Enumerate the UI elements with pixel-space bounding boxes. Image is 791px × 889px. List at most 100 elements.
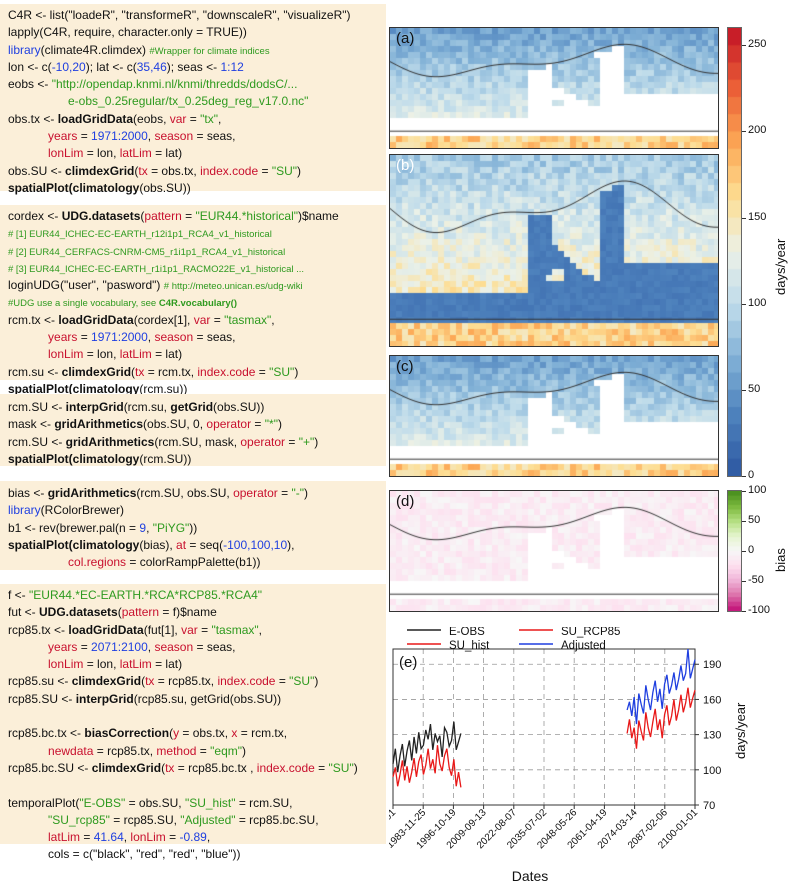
code-token: "EUR44.*EC-EARTH.*RCA*RCP85.*RCA4" — [29, 588, 263, 602]
code-token: = rcp85.bc.SU, — [235, 812, 319, 827]
code-token: #UDG use a single vocabulary, see — [8, 298, 159, 310]
code-block-a: C4R <- list("loadeR", "transformeR", "do… — [8, 7, 351, 197]
code-line: "SU_rcp85" = rcp85.SU, "Adjusted" = rcp8… — [8, 812, 358, 829]
code-token: = — [77, 129, 92, 144]
code-token: , — [206, 830, 211, 845]
code-token: var — [193, 312, 211, 327]
code-token: = rcp85.bc.tx , — [174, 760, 257, 775]
code-token: , — [217, 111, 222, 126]
y-axis-label: days/year — [733, 702, 748, 759]
code-token: # [3] EUR44_ICHEC-EC-EARTH_r1i1p1_RACMO2… — [8, 263, 305, 275]
code-line: library(climate4R.climdex) #Wrapper for … — [8, 42, 351, 59]
code-token: interpGrid — [65, 400, 124, 414]
code-token: ( — [134, 163, 139, 178]
colorbar-tick: 50 — [748, 382, 761, 395]
code-token: = rcm.SU, — [235, 795, 293, 810]
code-token: (cordex[1], — [133, 312, 194, 327]
code-token: "SU_rcp85" — [48, 812, 110, 827]
code-token: = — [275, 674, 290, 689]
code-token: = — [197, 622, 212, 637]
code-token: C4R <- list("loadeR", "transformeR", "do… — [8, 8, 351, 22]
code-token: col.regions — [68, 555, 127, 570]
code-token: ) — [294, 364, 299, 379]
code-token — [8, 830, 48, 844]
code-token: f <- — [8, 588, 30, 602]
code-token: "SU" — [328, 760, 354, 775]
code-token: = — [258, 163, 272, 178]
colorbar-tick: 100 — [748, 484, 767, 496]
code-token: operator — [233, 486, 278, 500]
code-line: spatialPlot(climatology(rcm.su)) — [8, 381, 339, 398]
code-line: cols = c("black", "red", "red", "blue")) — [8, 846, 358, 863]
code-token: "E-OBS" — [79, 795, 126, 810]
code-token: = — [255, 364, 270, 379]
colorbar-tick: 150 — [748, 210, 767, 223]
code-token: getGrid — [170, 400, 214, 414]
code-token: lonLim — [48, 347, 84, 362]
code-token: fut <- — [8, 605, 40, 620]
code-token: latLim — [119, 657, 152, 672]
code-token: (RColorBrewer) — [40, 503, 125, 518]
code-token: = colorRampPalette(b1)) — [126, 555, 261, 570]
code-token: (obs.SU)) — [213, 400, 265, 414]
code-line: rcm.SU <- interpGrid(rcm.su, getGrid(obs… — [8, 399, 318, 416]
code-token: e-obs_0.25regular/tx_0.25deg_reg_v17.0.n… — [8, 94, 309, 109]
code-line — [8, 777, 358, 794]
code-token: latLim — [119, 347, 152, 362]
code-token: (bias), — [139, 537, 177, 552]
code-token: = — [77, 639, 92, 654]
code-line: lonLim = lon, latLim = lat) — [8, 145, 351, 162]
series-line-adjusted — [626, 648, 696, 725]
code-token: lapply(C4R, require, character.only = TR… — [8, 25, 247, 40]
code-token — [8, 146, 48, 160]
code-token: library — [8, 503, 41, 518]
code-token: "tx" — [200, 111, 218, 126]
code-block-d: bias <- gridArithmetics(rcm.SU, obs.SU, … — [8, 485, 308, 571]
code-token: (rcm.SU, obs.SU, — [136, 486, 234, 500]
code-line: cordex <- UDG.datasets(pattern = "EUR44.… — [8, 208, 339, 225]
y-tick-label: 100 — [703, 765, 721, 777]
code-token: "-" — [291, 486, 304, 500]
code-token: = lon, — [83, 146, 120, 161]
code-token: y — [173, 726, 180, 741]
code-token: tx — [145, 674, 155, 689]
code-block-e: f <- "EUR44.*EC-EARTH.*RCA*RCP85.*RCA4" f… — [8, 587, 358, 864]
panel-label-a: (a) — [396, 30, 415, 47]
code-token: = rcm.tx, — [144, 364, 198, 379]
code-token: = rcp85.tx, — [154, 674, 218, 689]
series-line-su-rcp85 — [626, 687, 696, 749]
code-token: rcp85.bc.SU <- — [8, 760, 92, 775]
code-line: latLim = 41.64, lonLim = -0.89, — [8, 829, 358, 846]
code-line: b1 <- rev(brewer.pal(n = 9, "PiYG")) — [8, 520, 308, 537]
code-token: 1:12 — [220, 59, 244, 74]
code-line: f <- "EUR44.*EC-EARTH.*RCA*RCP85.*RCA4" — [8, 587, 358, 604]
code-token: , — [146, 520, 153, 535]
legend-entry: E-OBS — [449, 627, 485, 638]
code-token: loadGridData — [68, 622, 144, 637]
code-line: rcm.tx <- loadGridData(cordex[1], var = … — [8, 312, 339, 329]
code-token: = obs.tx, — [147, 163, 201, 178]
code-token: "SU" — [289, 674, 315, 689]
code-token: = — [196, 743, 211, 758]
code-token: "SU" — [269, 364, 295, 379]
code-token: 9 — [139, 520, 147, 535]
code-token: gridArithmetics — [47, 486, 137, 500]
y-tick-label: 160 — [703, 694, 721, 706]
code-line: # [3] EUR44_ICHEC-EC-EARTH_r1i1p1_RACMO2… — [8, 260, 339, 277]
code-token — [8, 555, 68, 569]
code-token: ); lat <- c( — [85, 59, 137, 74]
code-token: = — [186, 111, 201, 126]
code-line: rcm.SU <- gridArithmetics(rcm.SU, mask, … — [8, 434, 318, 451]
code-token: "*" — [264, 417, 278, 432]
plot-frame — [392, 648, 696, 806]
code-token: ( — [141, 674, 146, 689]
colorbar-tick-mark — [742, 581, 746, 582]
code-token: latLim — [119, 146, 152, 161]
code-token: = rcm.tx, — [237, 726, 288, 741]
code-token — [8, 744, 48, 758]
code-token: , — [271, 312, 275, 327]
code-token: season — [154, 330, 194, 345]
map-panel-c: (c) — [389, 355, 719, 477]
code-token: = lon, — [83, 657, 120, 672]
code-token: )$name — [298, 209, 339, 223]
